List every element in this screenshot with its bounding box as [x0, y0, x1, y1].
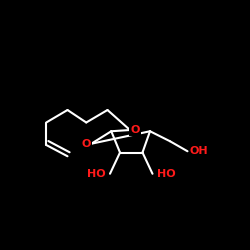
- Text: HO: HO: [87, 169, 106, 179]
- Text: O: O: [82, 139, 91, 149]
- Text: OH: OH: [190, 146, 208, 156]
- Text: HO: HO: [157, 169, 176, 179]
- Text: O: O: [130, 125, 140, 135]
